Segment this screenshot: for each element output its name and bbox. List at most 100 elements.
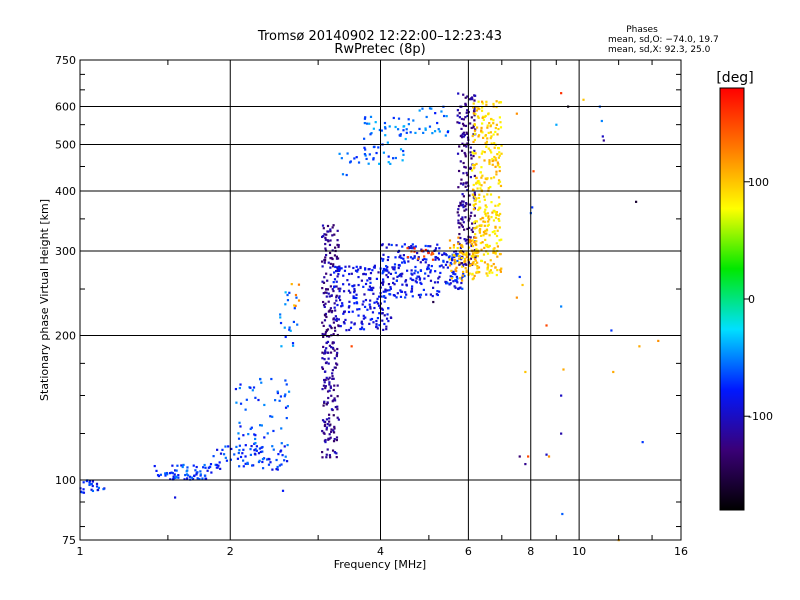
data-point bbox=[325, 291, 328, 294]
data-point bbox=[204, 466, 207, 469]
data-point bbox=[493, 230, 496, 233]
data-point bbox=[471, 98, 474, 101]
data-point bbox=[328, 295, 331, 298]
data-point bbox=[434, 247, 438, 250]
data-point bbox=[323, 400, 326, 403]
data-point bbox=[184, 473, 187, 477]
data-point bbox=[472, 133, 475, 136]
data-point bbox=[280, 463, 283, 466]
data-point bbox=[486, 126, 489, 129]
data-point bbox=[159, 473, 162, 476]
data-point bbox=[91, 480, 95, 483]
data-point bbox=[238, 421, 241, 424]
data-point bbox=[473, 251, 476, 254]
grid-lines bbox=[80, 60, 681, 540]
data-point bbox=[470, 242, 474, 245]
data-point bbox=[393, 268, 396, 271]
data-point bbox=[343, 311, 346, 314]
data-point bbox=[429, 245, 432, 248]
data-point bbox=[336, 333, 339, 337]
data-point bbox=[337, 244, 340, 247]
data-point bbox=[333, 302, 336, 305]
data-point bbox=[399, 134, 402, 137]
data-point bbox=[459, 202, 462, 205]
data-point bbox=[463, 238, 466, 241]
data-point bbox=[478, 183, 481, 186]
data-point bbox=[484, 212, 487, 216]
data-point bbox=[324, 236, 327, 240]
data-point bbox=[364, 273, 367, 276]
data-point bbox=[323, 378, 326, 382]
data-point bbox=[336, 229, 339, 232]
data-point bbox=[375, 151, 378, 155]
data-point bbox=[385, 317, 389, 320]
data-point bbox=[413, 256, 416, 259]
data-point bbox=[331, 265, 335, 268]
data-point bbox=[297, 299, 301, 302]
data-point bbox=[409, 277, 412, 280]
data-point bbox=[485, 228, 488, 231]
data-point bbox=[332, 263, 335, 266]
data-point bbox=[452, 280, 455, 283]
data-point bbox=[333, 306, 336, 309]
data-point bbox=[490, 135, 493, 138]
data-point bbox=[362, 273, 365, 276]
data-point bbox=[266, 432, 269, 435]
data-point bbox=[333, 285, 336, 289]
data-point bbox=[458, 263, 461, 266]
data-point bbox=[410, 244, 413, 248]
data-point bbox=[380, 129, 383, 132]
data-point bbox=[411, 257, 414, 260]
data-point bbox=[360, 321, 363, 324]
data-point bbox=[465, 238, 469, 241]
data-point bbox=[335, 353, 339, 357]
data-point bbox=[173, 473, 176, 476]
data-point bbox=[272, 448, 275, 451]
data-point bbox=[269, 415, 272, 418]
data-point bbox=[437, 258, 440, 261]
data-point bbox=[258, 447, 262, 450]
data-point bbox=[322, 304, 326, 307]
data-point bbox=[419, 293, 423, 296]
data-point bbox=[368, 122, 371, 125]
data-point bbox=[218, 461, 221, 464]
data-point bbox=[336, 405, 339, 408]
data-point bbox=[333, 326, 337, 329]
data-point bbox=[348, 265, 351, 268]
data-point bbox=[394, 256, 397, 259]
data-point bbox=[474, 199, 477, 202]
data-point bbox=[449, 282, 452, 285]
data-point bbox=[325, 335, 329, 338]
x-axis-label: Frequency [MHz] bbox=[334, 558, 426, 571]
data-point bbox=[404, 291, 407, 294]
data-point bbox=[164, 474, 167, 477]
data-point bbox=[465, 242, 468, 245]
data-point bbox=[470, 255, 474, 258]
data-point bbox=[321, 224, 325, 227]
data-point bbox=[326, 239, 329, 242]
data-point bbox=[219, 467, 222, 470]
data-point bbox=[409, 246, 412, 250]
data-point bbox=[417, 275, 421, 278]
data-point bbox=[406, 269, 409, 272]
data-point bbox=[286, 443, 289, 447]
data-point bbox=[458, 257, 461, 260]
data-point bbox=[486, 124, 489, 127]
data-point bbox=[343, 269, 347, 272]
data-point bbox=[454, 279, 457, 282]
data-point bbox=[420, 282, 423, 286]
data-point bbox=[321, 357, 324, 360]
data-point bbox=[330, 346, 333, 349]
data-point bbox=[486, 212, 489, 215]
data-point bbox=[461, 274, 464, 277]
data-point bbox=[375, 300, 378, 303]
data-point bbox=[434, 112, 437, 115]
data-point bbox=[378, 128, 381, 132]
data-point bbox=[387, 243, 391, 246]
data-point bbox=[332, 431, 336, 434]
data-point bbox=[362, 285, 365, 288]
data-point bbox=[363, 153, 367, 156]
data-point bbox=[362, 317, 365, 320]
data-point bbox=[472, 208, 476, 211]
data-point bbox=[155, 469, 158, 473]
